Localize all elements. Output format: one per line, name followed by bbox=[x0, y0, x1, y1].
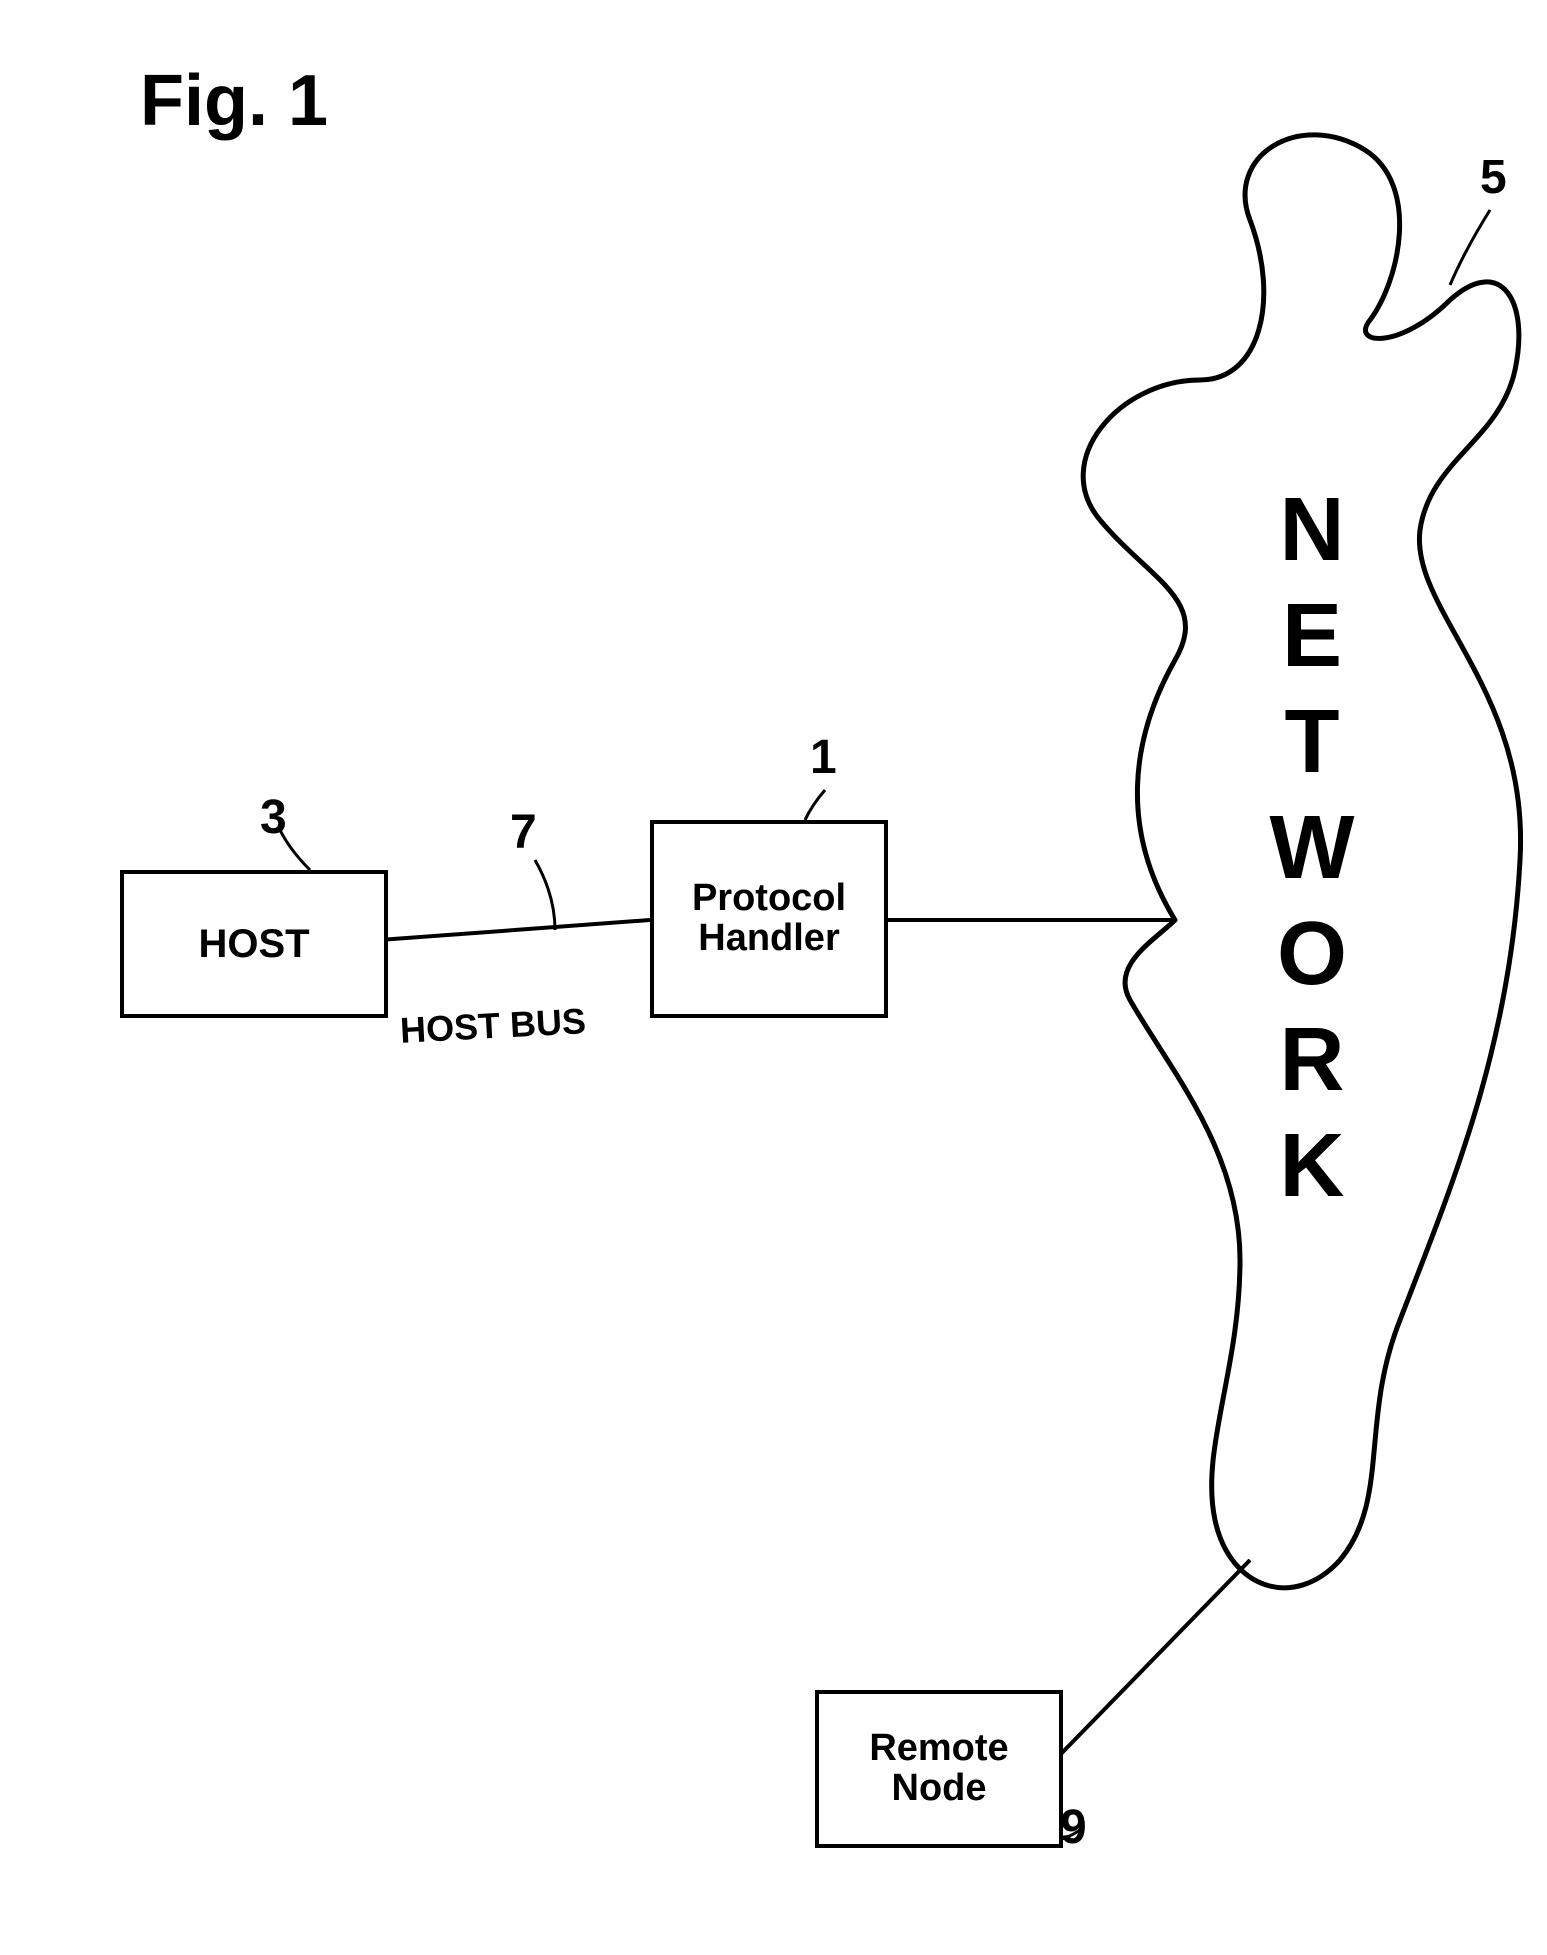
ref-network: 5 bbox=[1480, 150, 1507, 205]
ref-host-bus: 7 bbox=[510, 805, 537, 860]
ref-host: 3 bbox=[260, 790, 287, 845]
figure-title: Fig. 1 bbox=[140, 60, 328, 142]
edge-host-bus bbox=[380, 920, 650, 940]
node-host: HOST bbox=[120, 870, 388, 1018]
leader-ref1 bbox=[805, 790, 825, 820]
network-label: NETWORK bbox=[1260, 480, 1363, 1222]
node-protocol-handler-label: Protocol Handler bbox=[692, 879, 846, 959]
node-remote: Remote Node bbox=[815, 1690, 1063, 1848]
leader-ref7 bbox=[535, 860, 555, 930]
leader-ref5 bbox=[1450, 210, 1490, 285]
edge-network-remote bbox=[1055, 1560, 1250, 1760]
label-host-bus: HOST BUS bbox=[399, 1000, 587, 1052]
ref-protocol-handler: 1 bbox=[810, 730, 837, 785]
ref-remote: 9 bbox=[1060, 1800, 1087, 1855]
node-remote-label: Remote Node bbox=[869, 1729, 1008, 1809]
node-host-label: HOST bbox=[198, 923, 309, 965]
figure-canvas: Fig. 1 HOST 3 Protocol Handler 1 Remote … bbox=[0, 0, 1547, 1955]
node-protocol-handler: Protocol Handler bbox=[650, 820, 888, 1018]
